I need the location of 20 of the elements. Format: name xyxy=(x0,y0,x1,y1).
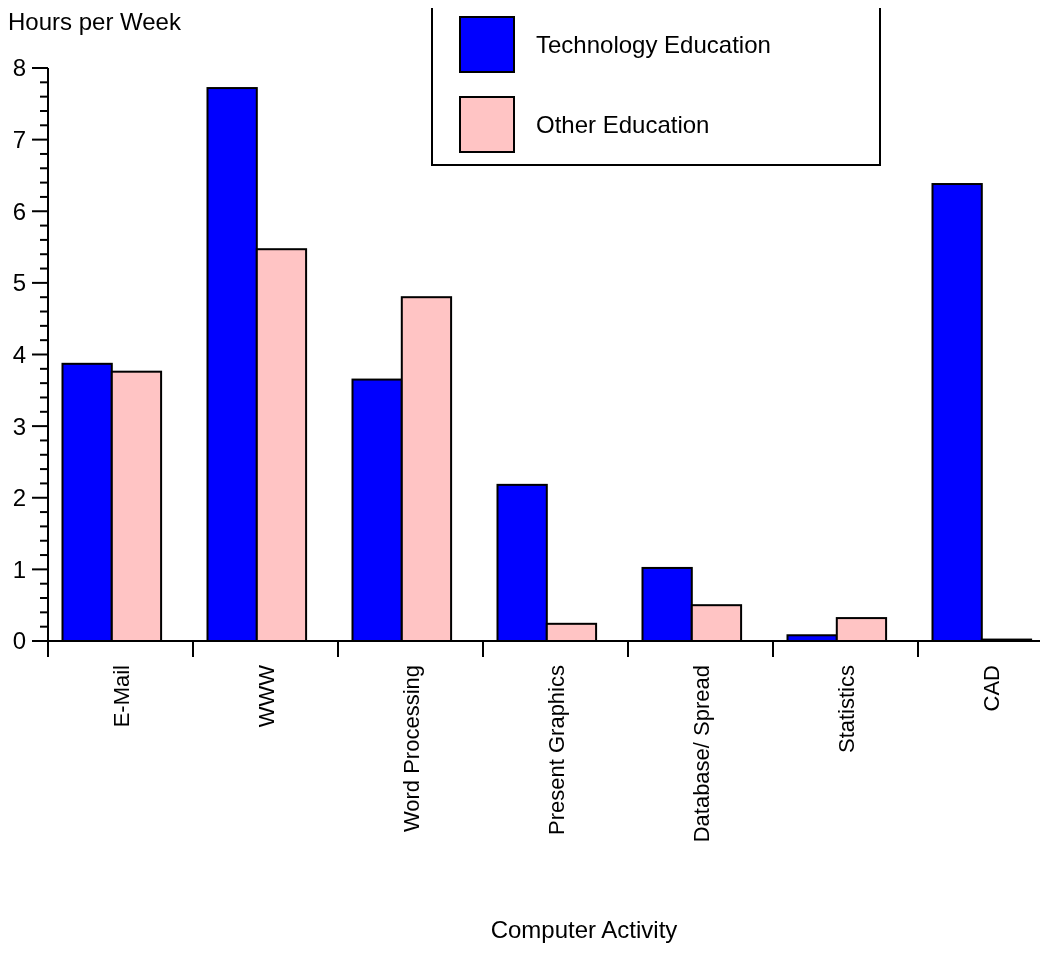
y-tick-label: 4 xyxy=(12,340,26,368)
x-tick-label: WWW xyxy=(253,664,279,728)
x-tick-label: CAD xyxy=(978,665,1004,712)
x-tick-label: Word Processing xyxy=(398,665,424,833)
y-tick-label: 2 xyxy=(12,484,26,512)
y-axis-title: Hours per Week xyxy=(8,8,182,35)
y-tick-label: 8 xyxy=(12,54,26,82)
y-tick-label: 0 xyxy=(12,627,26,655)
y-tick-label: 6 xyxy=(12,197,26,225)
y-tick-label: 5 xyxy=(12,269,26,297)
legend-label: Technology Education xyxy=(536,31,771,59)
x-axis-title: Computer Activity xyxy=(490,916,678,943)
legend-label: Other Education xyxy=(536,111,710,139)
y-tick-label: 1 xyxy=(12,555,26,583)
x-tick-label: Database/ Spread xyxy=(688,665,714,843)
y-tick-label: 3 xyxy=(12,412,26,440)
x-tick-label: E-Mail xyxy=(108,665,134,728)
x-tick-label: Statistics xyxy=(833,665,859,754)
y-tick-label: 7 xyxy=(12,126,26,154)
x-tick-label: Present Graphics xyxy=(543,665,569,835)
